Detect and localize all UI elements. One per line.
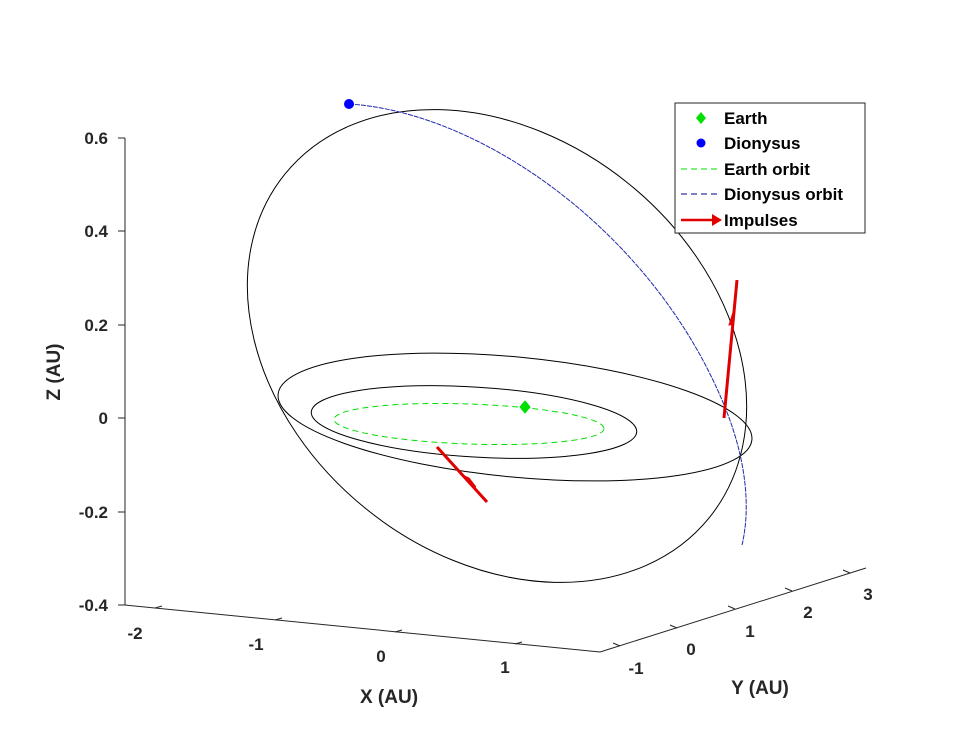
legend: Earth Dionysus Earth orbit Dionysus orbi…	[674, 102, 866, 234]
y-tick-label: 0	[686, 640, 695, 659]
y-tick-label: -1	[628, 659, 643, 678]
x-tick-label: 1	[500, 658, 509, 677]
legend-item-dionysus: Dionysus	[696, 134, 801, 153]
x-tick-label: -1	[248, 635, 263, 654]
x-tick-label: -2	[127, 624, 142, 643]
legend-label: Earth	[724, 109, 767, 128]
z-tick-label: 0.2	[84, 316, 108, 335]
dionysus-marker	[344, 99, 354, 109]
legend-earth-diamond-icon	[696, 112, 706, 124]
z-tick-label: -0.4	[79, 596, 109, 615]
legend-item-dionysus-orbit: Dionysus orbit	[681, 185, 843, 204]
earth-marker	[519, 400, 531, 414]
legend-label: Dionysus orbit	[724, 185, 843, 204]
z-tick-label: -0.2	[79, 503, 108, 522]
z-ticks: -0.4 -0.2 0 0.2 0.4 0.6	[79, 129, 125, 615]
y-tick	[727, 605, 736, 610]
x-axis-label: X (AU)	[360, 687, 418, 708]
z-tick-label: 0	[99, 409, 108, 428]
impulse-arrows	[435, 279, 739, 504]
legend-item-impulses: Impulses	[681, 211, 798, 230]
legend-dionysus-circle-icon	[696, 138, 706, 148]
x-tick-label: 0	[376, 647, 385, 666]
impulse-arrow	[722, 279, 739, 419]
z-tick-label: 0.6	[84, 129, 108, 148]
legend-arrow-head-icon	[712, 214, 722, 226]
z-tick-label: 0.4	[84, 222, 108, 241]
transfer-orbits	[246, 109, 753, 583]
z-axis-label: Z (AU)	[44, 344, 65, 401]
y-ticks: -1 0 1 2 3	[612, 569, 873, 678]
y-axis-label: Y (AU)	[731, 678, 789, 699]
transfer-orbit-inner	[310, 385, 638, 459]
legend-item-earth-orbit: Earth orbit	[681, 160, 810, 179]
transfer-orbit-middle	[277, 352, 753, 482]
y-tick	[669, 624, 678, 629]
x-tick	[274, 617, 283, 621]
legend-label: Earth orbit	[724, 160, 810, 179]
y-tick	[784, 587, 793, 592]
legend-box	[674, 102, 866, 234]
x-tick	[154, 605, 163, 609]
impulse-arrow-head	[728, 305, 736, 326]
y-tick-label: 1	[745, 622, 754, 641]
earth-orbit	[333, 402, 605, 446]
transfer-orbit-inclined	[246, 109, 748, 583]
legend-label: Impulses	[724, 211, 798, 230]
y-tick	[842, 569, 851, 574]
x-axis-line	[124, 604, 601, 653]
legend-item-earth: Earth	[696, 109, 767, 128]
impulse-arrow-head	[459, 473, 477, 488]
y-tick	[612, 642, 621, 647]
y-axis-line	[599, 567, 867, 653]
x-tick	[514, 641, 523, 645]
dionysus-orbit	[348, 103, 747, 546]
x-tick	[394, 629, 403, 633]
axes	[124, 138, 867, 653]
y-tick-label: 2	[803, 603, 812, 622]
legend-label: Dionysus	[724, 134, 801, 153]
x-ticks: -2 -1 0 1	[127, 605, 523, 677]
y-tick-label: 3	[863, 585, 872, 604]
